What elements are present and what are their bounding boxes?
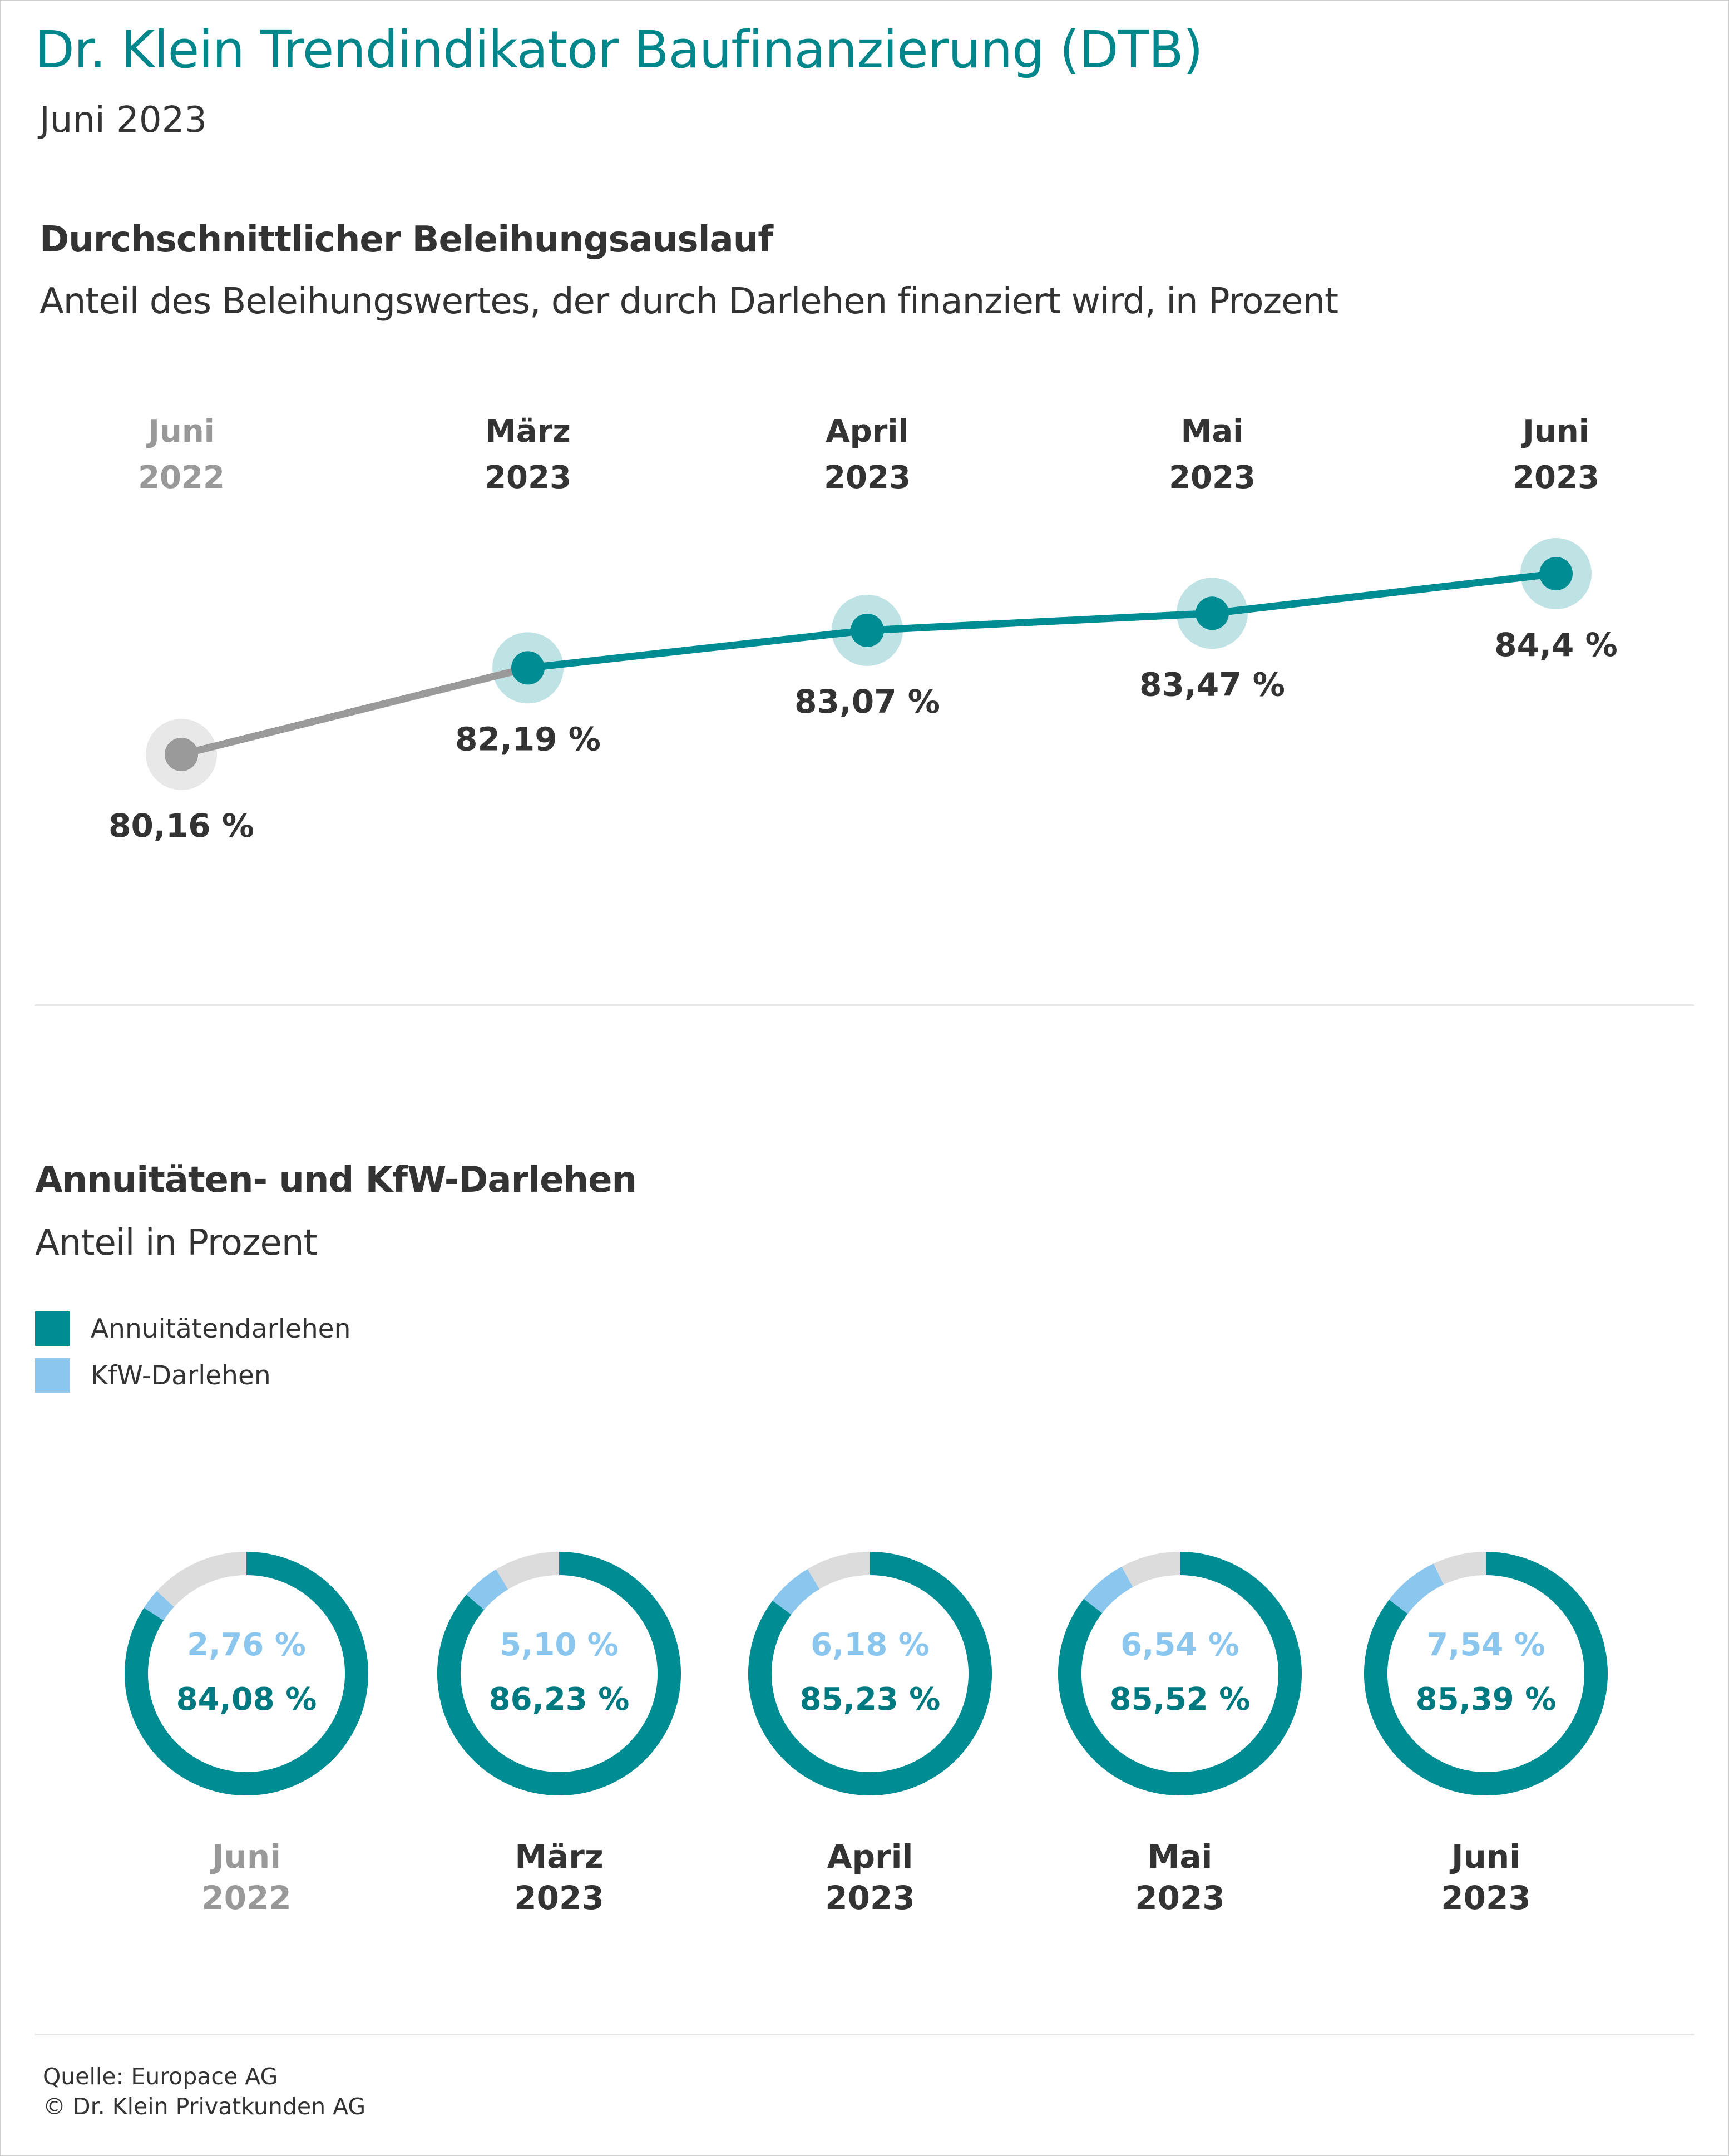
data-label-kfw: 7,54 % — [1426, 1627, 1545, 1663]
donut-slice-other — [1433, 1552, 1486, 1585]
x-tick-label: 2022 — [138, 460, 225, 496]
footer-divider — [35, 2034, 1694, 2035]
category-label: März — [515, 1838, 603, 1876]
donut-slice-annuity — [1058, 1552, 1302, 1795]
page-title: Dr. Klein Trendindikator Baufinanzierung… — [35, 20, 1203, 80]
x-tick-label: 2023 — [824, 460, 911, 496]
legend-item-kfw: KfW-Darlehen — [35, 1358, 271, 1393]
section1-subtitle: Anteil des Beleihungswertes, der durch D… — [39, 281, 1338, 322]
donut-slice-kfw — [772, 1569, 820, 1615]
donut-slice-other — [807, 1552, 871, 1590]
page-subtitle: Juni 2023 — [39, 100, 207, 141]
donut-slice-other — [496, 1552, 560, 1590]
copyright-note: © Dr. Klein Privatkunden AG — [43, 2093, 366, 2120]
source-note: Quelle: Europace AG — [43, 2063, 278, 2090]
data-point — [1539, 557, 1573, 590]
data-label-kfw: 5,10 % — [500, 1627, 619, 1663]
donut-slice-kfw — [466, 1569, 508, 1610]
donut-slice-other — [156, 1552, 247, 1607]
category-label: 2023 — [1135, 1879, 1224, 1917]
data-label-annuity: 85,52 % — [1110, 1681, 1251, 1718]
donut-slice-annuity — [437, 1552, 681, 1795]
donut-slice-annuity — [125, 1552, 368, 1795]
series-line-segment — [524, 626, 871, 672]
data-label-annuity: 85,23 % — [800, 1681, 941, 1718]
section2-title: Annuitäten- und KfW-Darlehen — [35, 1160, 637, 1201]
data-label-kfw: 6,54 % — [1120, 1627, 1239, 1663]
category-label: April — [827, 1838, 913, 1876]
data-point — [851, 613, 884, 647]
data-label-annuity: 86,23 % — [489, 1681, 630, 1718]
section1-title: Durchschnittlicher Beleihungsauslauf — [39, 219, 773, 260]
data-label: 83,07 % — [794, 683, 940, 721]
data-label-annuity: 85,39 % — [1416, 1681, 1557, 1718]
series-line-segment — [1208, 570, 1560, 617]
data-label: 80,16 % — [108, 807, 254, 845]
donut-slice-other — [1122, 1552, 1180, 1587]
loan-to-value-line-chart: Juni 2022 März 2023 April 2023 Mai 2023 Juni 2023… — [108, 413, 1618, 845]
donut-slice-annuity — [748, 1552, 992, 1795]
category-label: 2023 — [825, 1879, 915, 1917]
category-label: Mai — [1148, 1838, 1213, 1876]
section-divider — [35, 1004, 1694, 1006]
donut-slice-kfw — [1389, 1563, 1444, 1614]
section2-subtitle: Anteil in Prozent — [35, 1222, 318, 1264]
legend-swatch-annuity — [35, 1311, 70, 1346]
legend-label-kfw: KfW-Darlehen — [91, 1360, 271, 1391]
legend-item-annuity: Annuitätendarlehen — [35, 1311, 350, 1346]
data-label: 82,19 % — [455, 720, 601, 758]
x-tick-label: 2023 — [1513, 460, 1599, 496]
category-label: Juni — [210, 1838, 281, 1876]
x-tick-label: Juni — [1520, 413, 1589, 450]
x-tick-label: April — [826, 413, 908, 450]
legend-swatch-kfw — [35, 1358, 70, 1393]
data-point — [1196, 596, 1229, 630]
category-label: Juni — [1449, 1838, 1520, 1876]
x-tick-label: 2023 — [1169, 460, 1256, 496]
category-label: 2022 — [201, 1879, 291, 1917]
series-line-segment — [863, 609, 1216, 634]
data-label-kfw: 2,76 % — [187, 1627, 306, 1663]
data-label-kfw: 6,18 % — [811, 1627, 930, 1663]
x-tick-label: Mai — [1181, 413, 1244, 450]
data-label-annuity: 84,08 % — [176, 1681, 317, 1718]
data-point — [511, 651, 545, 685]
legend-label-annuity: Annuitätendarlehen — [91, 1313, 351, 1344]
category-label: 2023 — [514, 1879, 604, 1917]
category-label: 2023 — [1441, 1879, 1530, 1917]
donut-slice-annuity — [1364, 1552, 1608, 1795]
donut-slice-kfw — [1084, 1566, 1133, 1614]
x-tick-label: März — [485, 413, 571, 450]
data-point — [165, 738, 198, 771]
x-tick-label: Juni — [146, 413, 215, 450]
x-tick-label: 2023 — [485, 460, 571, 496]
data-label: 83,47 % — [1139, 665, 1285, 703]
donut-slice-kfw — [144, 1591, 175, 1621]
series-line-segment — [177, 664, 532, 758]
data-label: 84,4 % — [1494, 626, 1617, 664]
